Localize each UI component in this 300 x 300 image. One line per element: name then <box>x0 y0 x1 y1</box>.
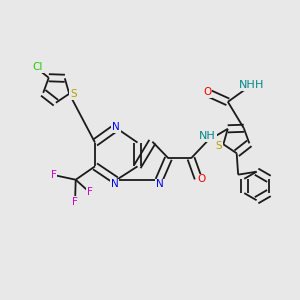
Text: F: F <box>87 187 93 197</box>
Text: F: F <box>51 170 57 180</box>
Text: N: N <box>156 179 164 190</box>
Text: H: H <box>255 80 263 90</box>
Text: NH: NH <box>199 131 216 141</box>
Text: F: F <box>72 197 78 207</box>
Text: N: N <box>112 122 120 132</box>
Text: S: S <box>70 89 77 99</box>
Text: Cl: Cl <box>32 62 43 72</box>
Text: O: O <box>203 87 211 97</box>
Text: N: N <box>111 179 119 190</box>
Text: NH: NH <box>238 80 255 90</box>
Text: S: S <box>215 141 222 151</box>
Text: O: O <box>197 174 205 184</box>
